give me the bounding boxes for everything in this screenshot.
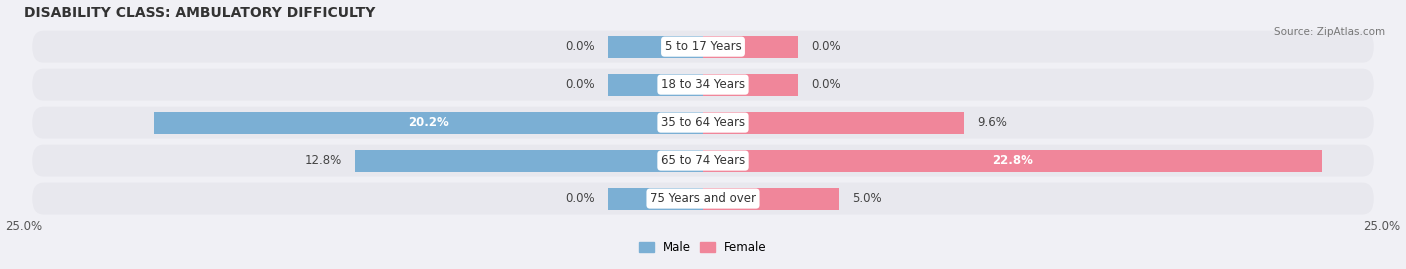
FancyBboxPatch shape [32, 145, 1374, 176]
Text: 0.0%: 0.0% [811, 78, 841, 91]
Text: 22.8%: 22.8% [993, 154, 1033, 167]
Bar [607, 36, 703, 58]
Text: DISABILITY CLASS: AMBULATORY DIFFICULTY: DISABILITY CLASS: AMBULATORY DIFFICULTY [24, 6, 375, 20]
FancyBboxPatch shape [32, 183, 1374, 214]
FancyBboxPatch shape [32, 31, 1374, 63]
FancyBboxPatch shape [32, 107, 1374, 139]
Text: 12.8%: 12.8% [305, 154, 342, 167]
Text: 75 Years and over: 75 Years and over [650, 192, 756, 205]
Text: 5.0%: 5.0% [852, 192, 882, 205]
Text: 0.0%: 0.0% [565, 40, 595, 53]
Bar [607, 74, 703, 96]
Legend: Male, Female: Male, Female [634, 237, 772, 259]
Bar [703, 36, 799, 58]
Bar [356, 150, 703, 172]
Bar [607, 187, 703, 210]
Text: 0.0%: 0.0% [811, 40, 841, 53]
FancyBboxPatch shape [32, 69, 1374, 101]
Text: 35 to 64 Years: 35 to 64 Years [661, 116, 745, 129]
Text: 5 to 17 Years: 5 to 17 Years [665, 40, 741, 53]
Bar [703, 150, 1322, 172]
Text: 20.2%: 20.2% [408, 116, 449, 129]
Bar [155, 112, 703, 134]
Text: 65 to 74 Years: 65 to 74 Years [661, 154, 745, 167]
Text: Source: ZipAtlas.com: Source: ZipAtlas.com [1274, 27, 1385, 37]
Text: 9.6%: 9.6% [977, 116, 1007, 129]
Bar [703, 112, 963, 134]
Text: 18 to 34 Years: 18 to 34 Years [661, 78, 745, 91]
Bar [703, 187, 839, 210]
Text: 0.0%: 0.0% [565, 78, 595, 91]
Text: 0.0%: 0.0% [565, 192, 595, 205]
Bar [703, 74, 799, 96]
